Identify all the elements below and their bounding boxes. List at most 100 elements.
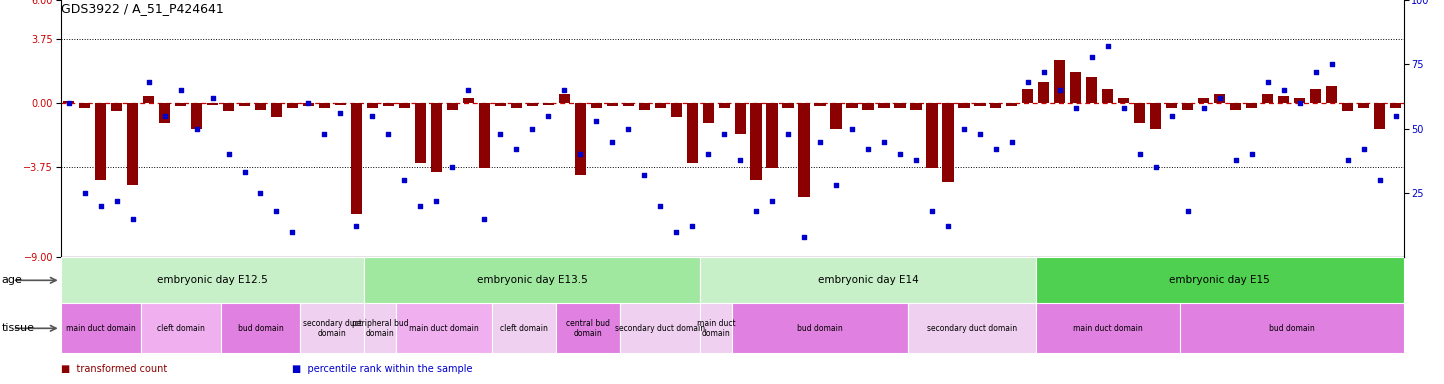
Point (696, 151, 719, 157)
Bar (1151, 103, 1161, 129)
Bar (271, 103, 282, 117)
Bar (1167, 103, 1177, 108)
Point (1160, 113, 1183, 119)
Bar (910, 103, 921, 110)
Point (601, 139, 624, 145)
Bar (830, 103, 842, 129)
Point (1320, 61, 1343, 68)
Point (105, 198, 129, 204)
Bar (79, 103, 90, 108)
Point (1193, 105, 1216, 111)
Text: main duct domain: main duct domain (1073, 324, 1142, 333)
Point (264, 208, 287, 214)
Bar (319, 103, 331, 108)
Bar (479, 103, 490, 168)
Point (440, 164, 464, 170)
Text: age: age (1, 275, 22, 285)
Point (648, 203, 671, 209)
Bar (364, 303, 396, 353)
Point (712, 131, 735, 137)
Bar (862, 103, 874, 110)
Bar (559, 94, 570, 103)
Bar (846, 103, 858, 108)
Bar (1070, 72, 1082, 103)
Point (74, 190, 97, 196)
Point (248, 190, 271, 196)
Bar (221, 303, 300, 353)
Bar (908, 303, 1035, 353)
Bar (1246, 103, 1258, 108)
Bar (446, 103, 458, 110)
Bar (591, 103, 602, 108)
Bar (1134, 103, 1145, 124)
Bar (1038, 82, 1050, 103)
Text: bud domain: bud domain (797, 324, 843, 333)
Point (409, 203, 432, 209)
Point (585, 118, 608, 124)
Point (329, 110, 352, 116)
Text: bud domain: bud domain (1269, 324, 1314, 333)
Point (1144, 164, 1167, 170)
Bar (556, 303, 621, 353)
Bar (703, 103, 713, 124)
Point (1177, 208, 1200, 214)
Bar (878, 103, 890, 108)
Point (1064, 105, 1087, 111)
Point (569, 151, 592, 157)
Text: secondary duct domain: secondary duct domain (927, 324, 1017, 333)
Point (936, 223, 959, 230)
Point (1352, 146, 1375, 152)
Text: cleft domain: cleft domain (500, 324, 549, 333)
Bar (143, 96, 155, 103)
Point (1240, 151, 1264, 157)
Bar (1214, 94, 1226, 103)
Bar (732, 303, 908, 353)
Point (137, 79, 160, 85)
Point (729, 156, 752, 162)
Text: central bud
domain: central bud domain (566, 319, 611, 338)
Point (1288, 100, 1311, 106)
Point (90, 203, 113, 209)
Point (313, 131, 336, 137)
Bar (61, 303, 140, 353)
Bar (1262, 94, 1274, 103)
Bar (654, 103, 666, 108)
Point (1256, 79, 1279, 85)
Point (888, 151, 911, 157)
Bar (238, 103, 250, 106)
Bar (700, 303, 732, 353)
Bar (1341, 103, 1353, 111)
Point (920, 208, 943, 214)
Bar (159, 103, 170, 124)
Bar (206, 103, 218, 104)
Bar (621, 303, 700, 353)
Text: embryonic day E14: embryonic day E14 (817, 275, 918, 285)
Point (1112, 105, 1135, 111)
Point (377, 131, 400, 137)
Bar (1035, 257, 1404, 303)
Point (472, 216, 495, 222)
Bar (111, 103, 123, 111)
Bar (894, 103, 905, 108)
Point (232, 169, 256, 175)
Point (761, 198, 784, 204)
Bar (575, 103, 586, 175)
Point (521, 126, 544, 132)
Point (537, 113, 560, 119)
Bar (1102, 89, 1113, 103)
Bar (1357, 103, 1369, 108)
Bar (175, 103, 186, 106)
Point (1048, 87, 1071, 93)
Text: main duct domain: main duct domain (66, 324, 136, 333)
Point (185, 126, 208, 132)
Point (985, 146, 1008, 152)
Bar (1022, 89, 1034, 103)
Bar (383, 103, 394, 106)
Point (1128, 151, 1151, 157)
Text: main duct
domain: main duct domain (697, 319, 735, 338)
Point (201, 95, 224, 101)
Bar (1391, 103, 1401, 108)
Point (153, 113, 176, 119)
Text: ■  percentile rank within the sample: ■ percentile rank within the sample (292, 364, 472, 374)
Text: embryonic day E12.5: embryonic day E12.5 (157, 275, 269, 285)
